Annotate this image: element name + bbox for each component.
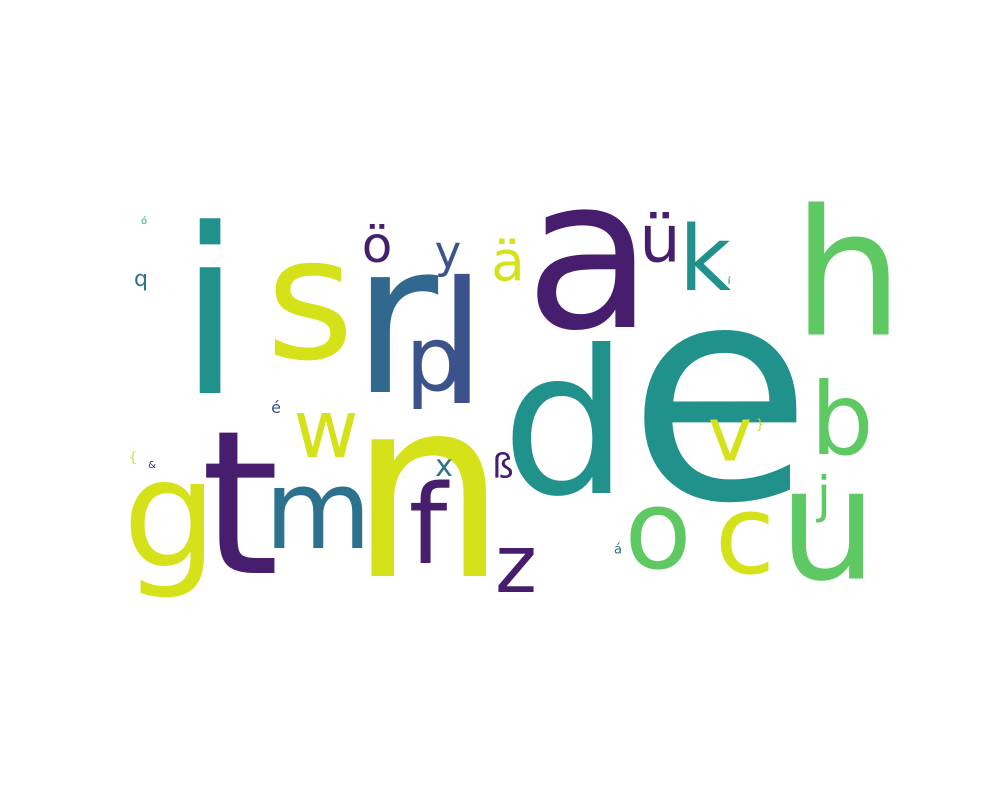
word-u: u: [778, 434, 878, 616]
word-d: d: [501, 308, 629, 541]
word-ampersand: &: [148, 460, 156, 471]
word-n: n: [348, 344, 508, 635]
word-brace-close: }: [755, 417, 765, 433]
word-i: i: [178, 181, 242, 448]
word-h: h: [792, 173, 904, 377]
word-t: t: [200, 388, 280, 621]
word-x: x: [435, 449, 453, 484]
word-e: e: [627, 220, 813, 569]
word-a-umlaut: ä: [491, 229, 525, 294]
word-u-umlaut: ü: [639, 202, 681, 278]
word-j: j: [817, 466, 831, 524]
word-i-acute: í: [727, 276, 731, 287]
word-b: b: [810, 361, 874, 478]
word-z: z: [495, 518, 537, 611]
word-e-acute: é: [271, 398, 281, 417]
word-q: q: [134, 267, 148, 292]
word-s: s: [265, 201, 355, 399]
word-m: m: [264, 446, 372, 574]
word-f: f: [408, 461, 448, 589]
word-g: g: [122, 428, 218, 602]
word-r: r: [351, 197, 439, 442]
word-o-umlaut: ö: [361, 216, 393, 274]
word-c: c: [714, 471, 776, 599]
word-y: y: [434, 225, 462, 279]
word-o: o: [624, 466, 692, 594]
word-brace-open: {: [128, 450, 138, 466]
word-l: l: [438, 246, 486, 444]
word-a: a: [524, 132, 654, 377]
word-k: k: [678, 207, 732, 312]
word-v: v: [707, 390, 753, 479]
word-o-acute: ó: [140, 216, 148, 227]
word-a-acute: á: [614, 542, 622, 558]
word-p: p: [405, 307, 463, 412]
word-eszett: ß: [492, 447, 514, 487]
word-w: w: [293, 383, 359, 476]
